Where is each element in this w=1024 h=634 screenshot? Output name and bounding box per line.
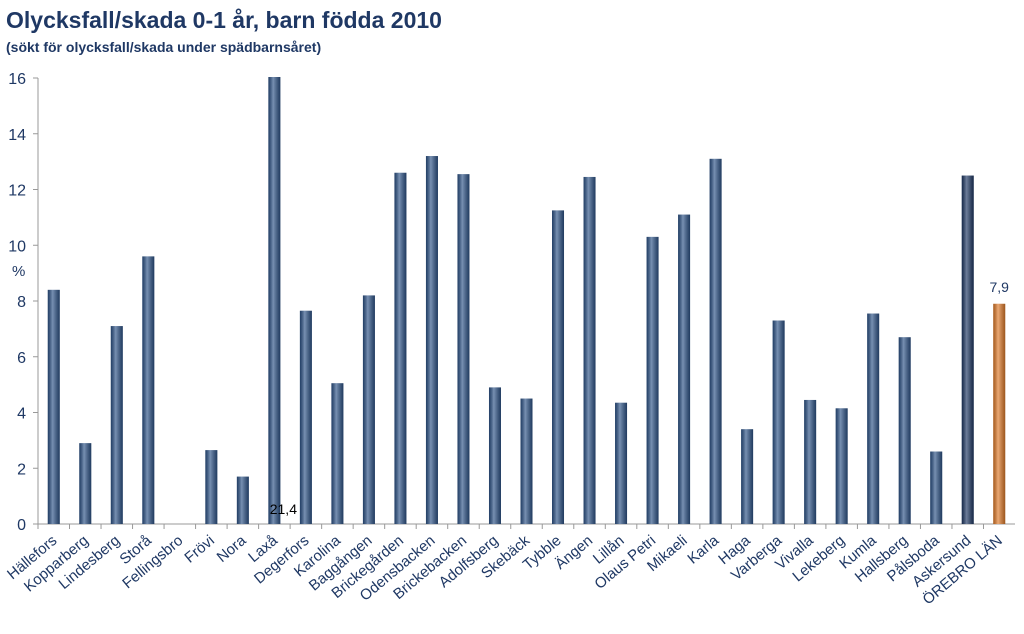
- bar-shine: [457, 174, 470, 524]
- bar-shine: [804, 399, 817, 524]
- y-tick-label: 2: [17, 461, 26, 478]
- x-tick-label: Nora: [214, 532, 250, 566]
- bar-shine: [741, 429, 754, 524]
- bar-shine: [867, 313, 880, 524]
- y-tick-label: 0: [17, 517, 26, 534]
- bar-shine: [299, 310, 312, 524]
- bar-shine: [772, 320, 785, 524]
- bar-shine: [835, 408, 848, 524]
- bar-shine: [930, 451, 943, 524]
- bar-shine: [961, 175, 974, 524]
- bar-shine: [898, 337, 911, 524]
- y-tick-label: 14: [8, 127, 26, 144]
- bar-shine: [362, 295, 375, 524]
- bar-shine: [331, 383, 344, 524]
- y-tick-label: 16: [8, 71, 26, 88]
- bar-shine: [110, 326, 123, 524]
- chart-title: Olycksfall/skada 0-1 år, barn födda 2010: [6, 7, 442, 33]
- value-label: 7,9: [990, 279, 1010, 295]
- bar-shine: [615, 402, 628, 524]
- bar-shine: [394, 172, 407, 524]
- y-tick-label: 10: [8, 238, 26, 255]
- bar-shine: [552, 210, 565, 524]
- bar-shine: [583, 176, 596, 525]
- bar-shine: [205, 450, 218, 524]
- bar-shine: [236, 476, 249, 524]
- y-tick-label: 4: [17, 406, 26, 423]
- bar-shine: [678, 214, 691, 524]
- y-tick-label: 12: [8, 183, 26, 200]
- chart-subtitle: (sökt för olycksfall/skada under spädbar…: [6, 39, 321, 55]
- x-tick-label: Frövi: [181, 532, 217, 566]
- bar-shine: [425, 156, 438, 525]
- bar-shine: [646, 236, 659, 524]
- bar-shine: [993, 303, 1006, 524]
- bars: [47, 77, 1006, 525]
- bar-shine: [520, 398, 533, 524]
- y-axis-label: %: [12, 263, 25, 280]
- bar-shine: [709, 158, 722, 524]
- bar-shine: [47, 289, 60, 524]
- x-tick-label: Karla: [684, 532, 722, 568]
- bar-shine: [268, 77, 281, 525]
- bar-shine: [79, 443, 92, 524]
- bar-shine: [488, 387, 501, 524]
- y-tick-label: 6: [17, 350, 26, 367]
- y-tick-label: 8: [17, 294, 26, 311]
- value-label: 21,4: [270, 501, 297, 517]
- bar-shine: [142, 256, 155, 524]
